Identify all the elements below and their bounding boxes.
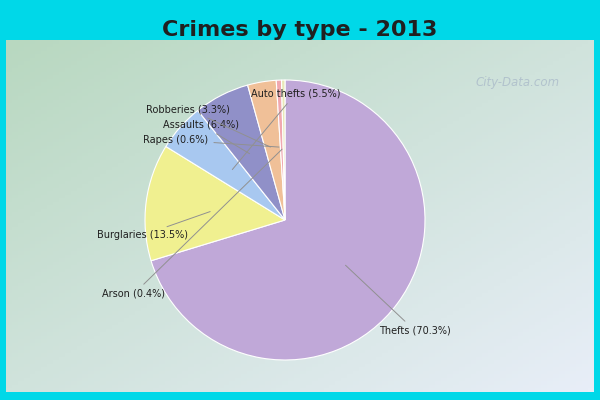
Wedge shape bbox=[276, 80, 285, 220]
Text: Robberies (3.3%): Robberies (3.3%) bbox=[146, 104, 271, 147]
Wedge shape bbox=[166, 110, 285, 220]
Text: Auto thefts (5.5%): Auto thefts (5.5%) bbox=[232, 89, 340, 170]
Text: Rapes (0.6%): Rapes (0.6%) bbox=[143, 135, 279, 147]
Wedge shape bbox=[198, 85, 285, 220]
Text: Burglaries (13.5%): Burglaries (13.5%) bbox=[97, 212, 210, 240]
Text: Thefts (70.3%): Thefts (70.3%) bbox=[346, 265, 451, 336]
Wedge shape bbox=[145, 146, 285, 261]
Text: Arson (0.4%): Arson (0.4%) bbox=[102, 149, 282, 299]
Wedge shape bbox=[248, 80, 285, 220]
Wedge shape bbox=[151, 80, 425, 360]
Text: Crimes by type - 2013: Crimes by type - 2013 bbox=[163, 20, 437, 40]
Text: City-Data.com: City-Data.com bbox=[475, 76, 560, 89]
Text: Assaults (6.4%): Assaults (6.4%) bbox=[163, 120, 250, 154]
Wedge shape bbox=[281, 80, 285, 220]
